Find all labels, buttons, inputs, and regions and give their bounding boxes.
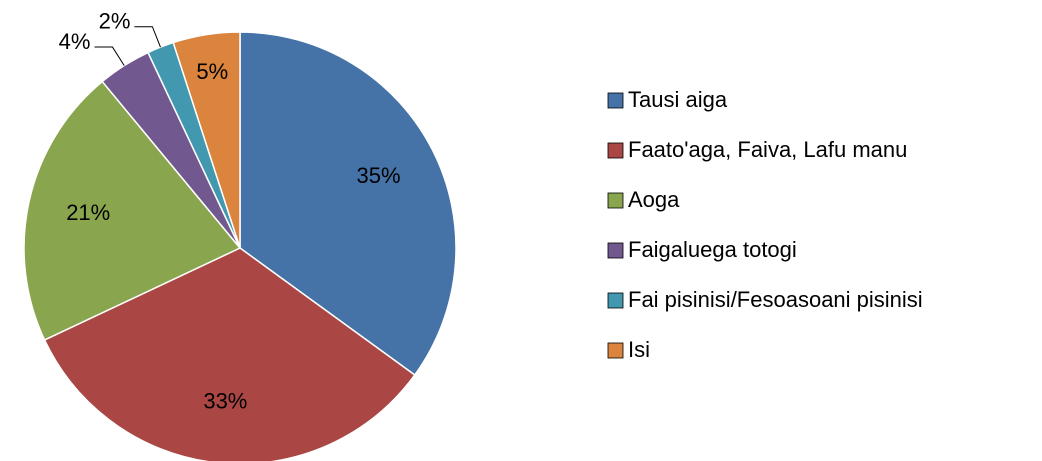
legend-label: Faigaluega totogi xyxy=(628,237,797,262)
data-label: 33% xyxy=(203,389,247,414)
legend-label: Fai pisinisi/Fesoasoani pisinisi xyxy=(628,287,923,312)
pie-slice xyxy=(172,31,241,249)
pie-slice xyxy=(239,31,457,377)
leader-line xyxy=(94,46,125,66)
data-label: 4% xyxy=(59,29,91,54)
data-label: 35% xyxy=(357,163,401,188)
legend-swatch xyxy=(607,192,624,209)
legend-swatch xyxy=(607,292,624,309)
data-label: 21% xyxy=(66,200,110,225)
legend-swatch xyxy=(607,142,624,159)
legend-label: Isi xyxy=(628,337,650,362)
legend-swatch xyxy=(607,92,624,109)
pie-slice xyxy=(43,247,416,461)
legend-label: Aoga xyxy=(628,187,680,212)
data-label: 5% xyxy=(196,59,228,84)
legend-label: Tausi aiga xyxy=(628,87,728,112)
legend-swatch xyxy=(607,342,624,359)
legend-swatch xyxy=(607,242,624,259)
legend-label: Faato'aga, Faiva, Lafu manu xyxy=(628,137,907,162)
pie-slice xyxy=(23,80,242,341)
leader-line xyxy=(134,26,161,48)
data-label: 2% xyxy=(99,9,131,34)
